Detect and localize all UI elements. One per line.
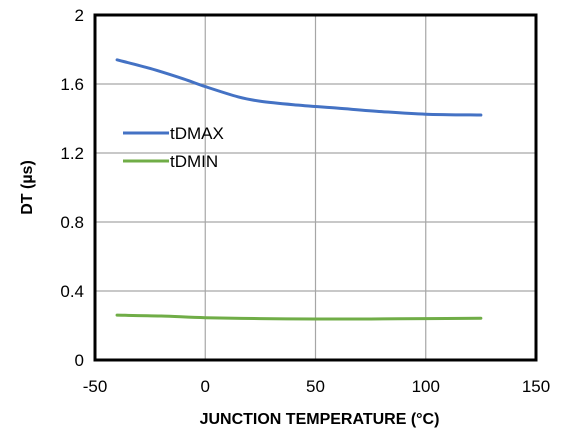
y-tick-label: 0.8 (60, 213, 84, 232)
y-tick-label: 1.6 (60, 75, 84, 94)
series-lines (115, 58, 483, 321)
x-axis-title: JUNCTION TEMPERATURE (°C) (200, 411, 440, 428)
y-axis-title: DT (µs) (19, 160, 36, 215)
y-tick-label: 2 (75, 6, 84, 25)
legend-label-tdmax: tDMAX (170, 124, 224, 143)
x-tick-label: 50 (306, 377, 325, 396)
series-line-tdmax (115, 58, 483, 117)
x-tick-label: 150 (522, 377, 550, 396)
y-tick-label: 0.4 (60, 282, 84, 301)
y-tick-label: 0 (75, 351, 84, 370)
series-line-tdmin (115, 313, 483, 321)
x-tick-label: 100 (412, 377, 440, 396)
x-tick-label: 0 (201, 377, 210, 396)
legend: tDMAX tDMIN (123, 124, 224, 171)
x-tick-label: -50 (83, 377, 108, 396)
y-tick-labels: 0 0.4 0.8 1.2 1.6 2 (60, 6, 84, 370)
grid-lines (95, 15, 536, 360)
x-tick-labels: -50 0 50 100 150 (83, 377, 550, 396)
y-tick-label: 1.2 (60, 144, 84, 163)
legend-label-tdmin: tDMIN (170, 152, 218, 171)
plot-area-border (93, 13, 538, 362)
